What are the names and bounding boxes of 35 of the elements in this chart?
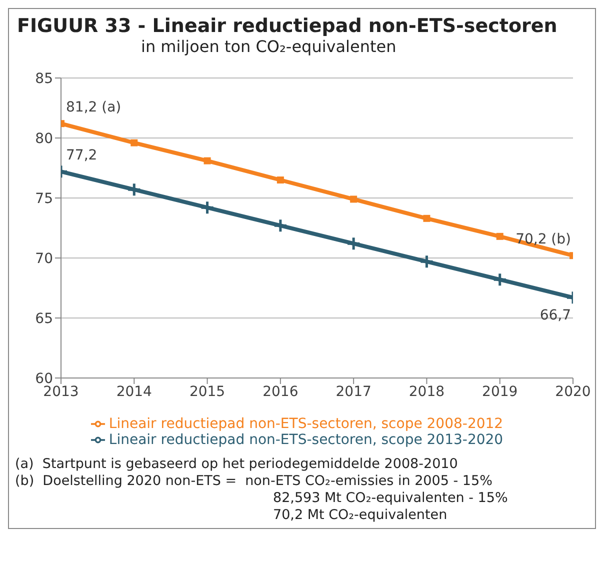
legend-label: Lineair reductiepad non-ETS-sectoren, scope 2013-2020	[108, 432, 504, 448]
point	[492, 272, 508, 287]
x-tick-label: 2017	[336, 384, 372, 400]
text: (a) Startpunt is gebaseerd op het periodegemiddelde 2008-2010	[15, 456, 459, 473]
point	[200, 200, 215, 215]
point	[496, 232, 504, 240]
x-tick-label: 2018	[408, 384, 445, 400]
text: 82,593 Mt CO₂-equivalenten - 15%	[272, 490, 509, 507]
y-tick-label: 70	[35, 250, 53, 267]
legend-label: Lineair reductiepad non-ETS-sectoren, scope 2008-2012	[108, 416, 504, 432]
data-label: 77,2	[66, 148, 98, 164]
point	[350, 196, 358, 203]
y-tick-label: 80	[35, 130, 53, 147]
x-tick-label: 2016	[262, 384, 298, 400]
data-label: 66,7	[540, 308, 571, 324]
chart-subtitle: in miljoen ton CO₂-equivalenten	[140, 37, 398, 56]
x-tick-label: 2020	[555, 384, 591, 400]
point	[204, 157, 211, 164]
y-tick-label: 85	[35, 70, 53, 87]
data-label: 81,2 (a)	[66, 100, 122, 116]
text: 70,2 Mt CO₂-equivalenten	[272, 507, 448, 524]
point	[273, 218, 288, 233]
point	[276, 176, 284, 184]
y-tick-label: 75	[35, 190, 53, 207]
x-tick-label: 2019	[482, 384, 518, 400]
x-tick-label: 2015	[189, 384, 226, 400]
point	[419, 254, 434, 269]
point	[130, 139, 138, 146]
x-tick-label: 2014	[116, 384, 152, 400]
chart-title: FIGUUR 33 - Lineair reductiepad non-ETS-sectoren	[16, 14, 558, 37]
point	[423, 214, 430, 222]
point	[346, 236, 361, 251]
point	[126, 182, 142, 197]
text: (b) Doelstelling 2020 non-ETS = non-ETS CO₂-emissies in 2005 - 15%	[15, 473, 494, 490]
y-tick-label: 65	[35, 310, 53, 327]
